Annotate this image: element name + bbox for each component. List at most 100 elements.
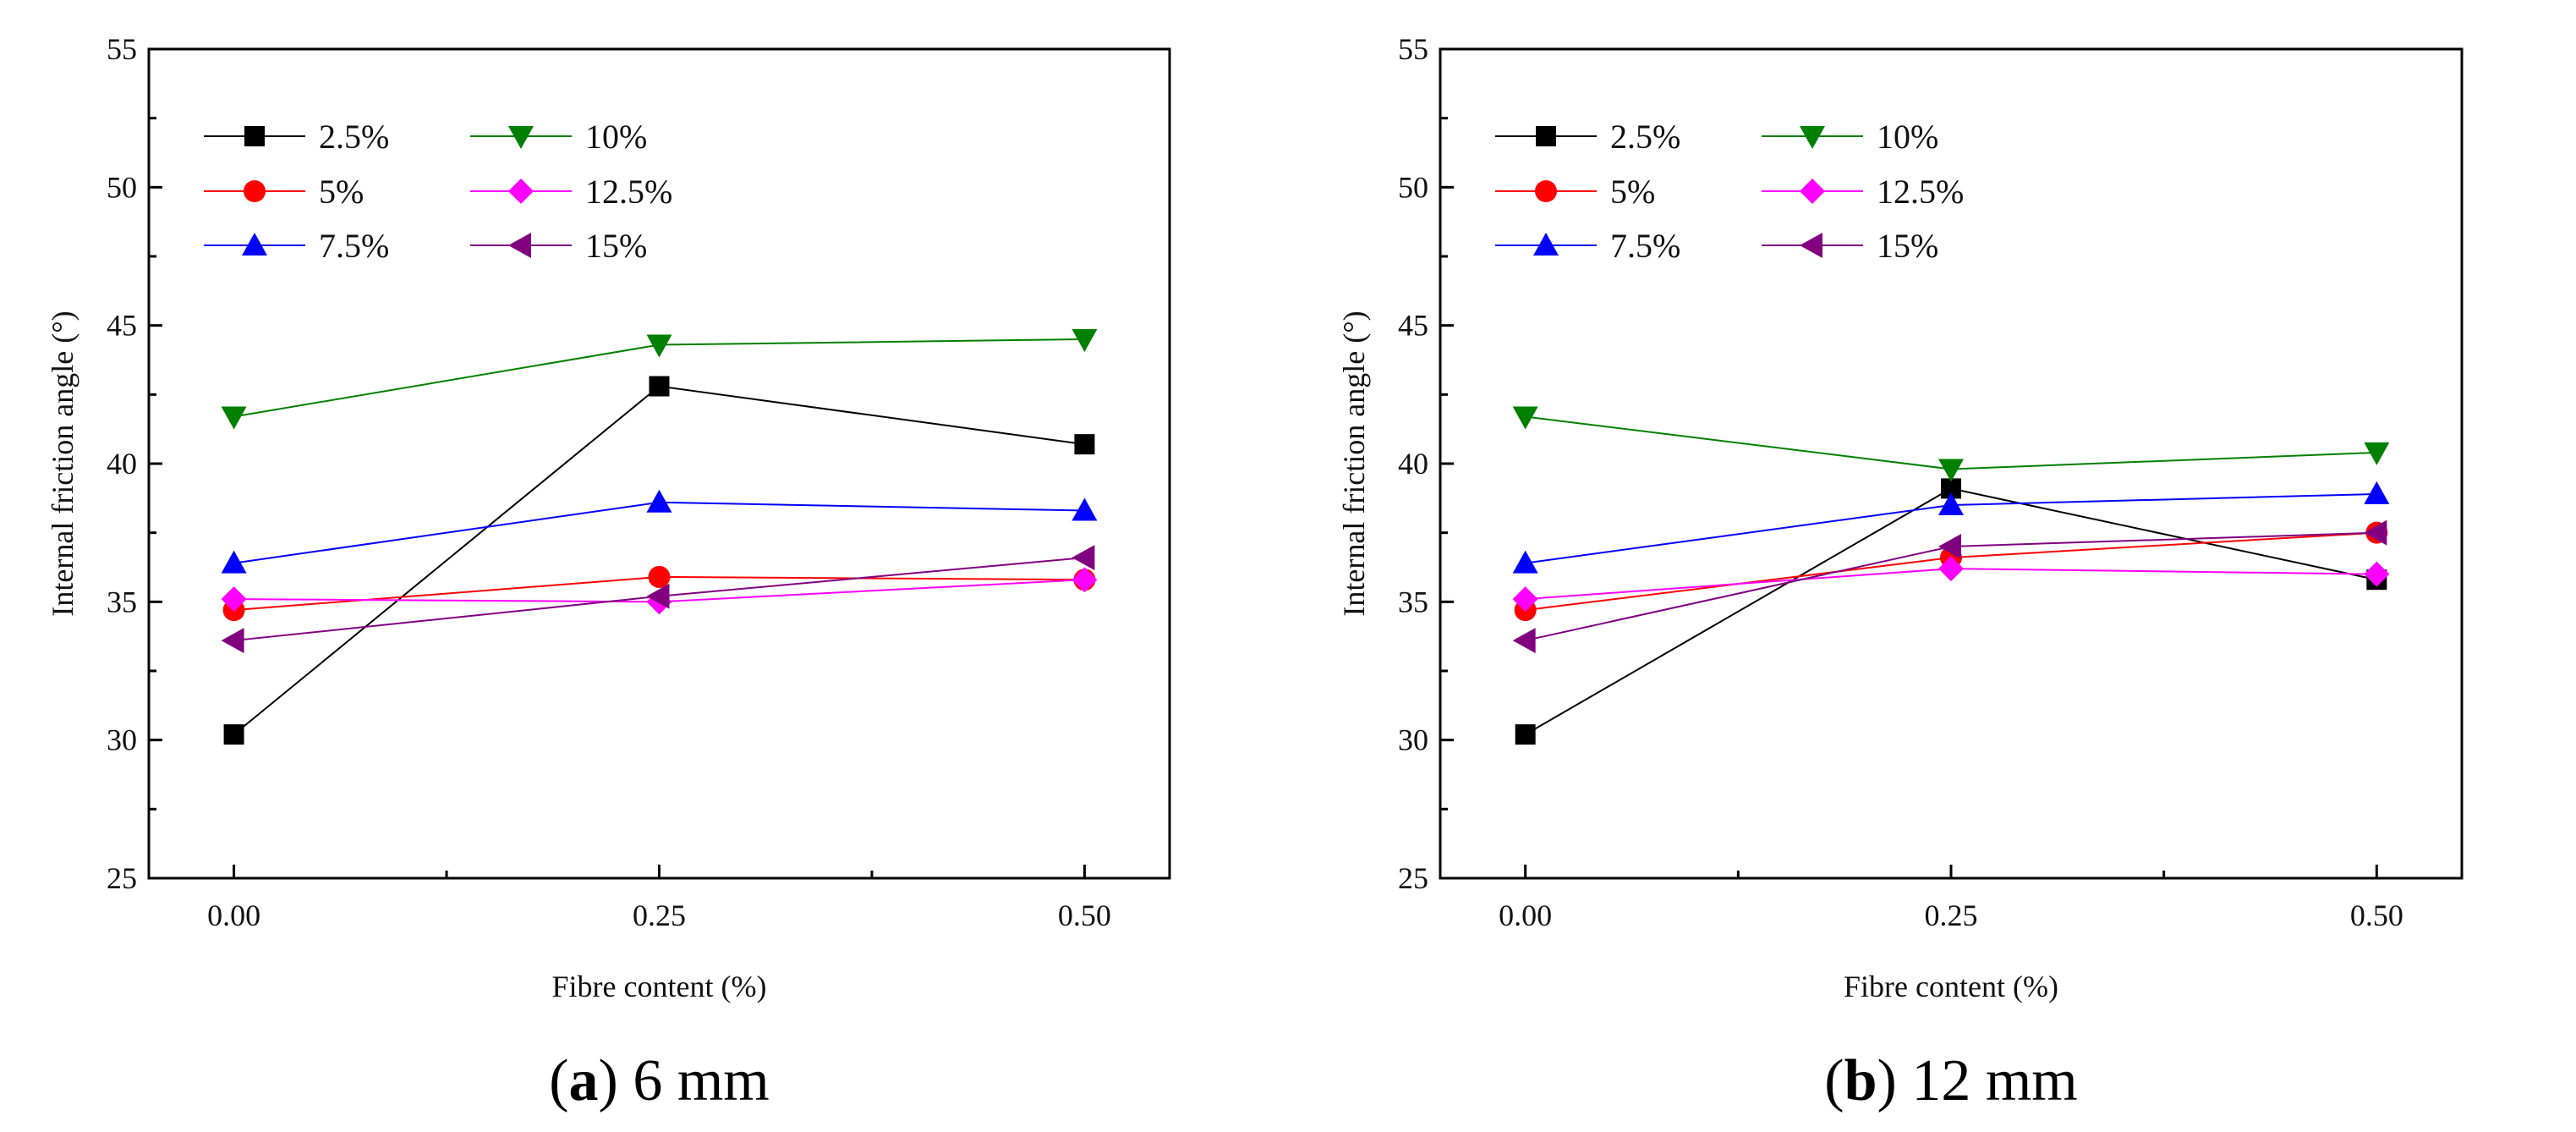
y-axis-title: Internal friction angle (°): [1337, 310, 1371, 616]
y-tick-label: 45: [1398, 309, 1428, 343]
data-point: [646, 583, 670, 609]
legend-label: 7.5%: [1610, 227, 1680, 265]
caption-letter: b: [1844, 1048, 1877, 1113]
data-point: [1512, 586, 1538, 613]
legend-label: 7.5%: [319, 227, 389, 265]
legend-item: 12.5%: [1762, 173, 1964, 211]
data-point: [1515, 724, 1536, 745]
x-axis-title: Fibre content (%): [1844, 970, 2058, 1003]
y-tick-label: 30: [107, 723, 137, 757]
data-point: [1512, 406, 1538, 430]
x-tick-label: 0.00: [1499, 898, 1552, 932]
legend-item: 10%: [1762, 118, 1938, 156]
x-axis-title: Fibre content (%): [552, 970, 767, 1003]
legend-item: 2.5%: [204, 118, 389, 156]
chart-b: 25 30 35 40 45 50 55 0.00 0.25 0.50 Fibre content …: [1337, 32, 2464, 1113]
chart-panel-a: 25 30 35 40 45 50 55 0.00 0.25 0.50 Fibre content …: [46, 32, 1171, 1113]
series-5: [221, 545, 1095, 654]
legend-label: 12.5%: [585, 173, 672, 211]
caption: (a) 6 mm: [549, 1048, 770, 1113]
y-tick-label: 55: [1398, 32, 1428, 66]
data-point: [648, 565, 671, 588]
data-point: [649, 376, 670, 397]
data-point: [1072, 567, 1098, 593]
y-tick-label: 40: [107, 447, 137, 481]
data-point: [2364, 519, 2387, 546]
legend-item: 5%: [1495, 173, 1655, 211]
data-point: [221, 550, 247, 574]
legend-item: 7.5%: [204, 227, 389, 265]
data-point: [221, 406, 247, 430]
x-tick-label: 0.50: [1058, 898, 1111, 932]
legend-marker: [1535, 180, 1557, 202]
data-point: [2364, 561, 2390, 587]
legend-label: 5%: [319, 173, 364, 211]
y-tick-label: 50: [107, 170, 137, 204]
data-point: [1938, 492, 1964, 515]
legend-label: 12.5%: [1877, 173, 1964, 211]
data-point: [1072, 329, 1098, 352]
data-point: [1072, 545, 1095, 571]
y-tick-label: 45: [107, 309, 137, 343]
y-tick-label: 55: [107, 32, 137, 66]
series-0: [1515, 478, 2387, 745]
series-0: [223, 376, 1095, 745]
legend-item: 15%: [470, 227, 647, 265]
caption-paren-open: (: [549, 1048, 568, 1113]
data-point: [1938, 556, 1964, 582]
data-point: [1074, 434, 1095, 455]
legend-label: 2.5%: [319, 118, 389, 156]
data-point: [1938, 534, 1961, 559]
x-tick-label: 0.50: [2350, 898, 2403, 932]
legend-item: 2.5%: [1495, 118, 1680, 156]
series-3: [1512, 406, 2390, 482]
caption-text: 6 mm: [633, 1048, 769, 1113]
data-point: [1072, 497, 1098, 521]
legend-label: 10%: [1877, 118, 1938, 156]
series-line: [233, 385, 1085, 735]
series-3: [221, 329, 1098, 430]
legend-marker: [1536, 126, 1556, 146]
caption-text: 12 mm: [1911, 1048, 2077, 1113]
x-tick-label: 0.25: [633, 898, 686, 932]
legend-item: 12.5%: [470, 173, 672, 211]
legend-label: 2.5%: [1610, 118, 1680, 156]
x-tick-label: 0.00: [207, 898, 260, 932]
legend-label: 15%: [1877, 227, 1938, 265]
caption: (b) 12 mm: [1824, 1048, 2077, 1113]
legend-marker: [508, 179, 534, 204]
legend-marker: [242, 233, 267, 256]
legend-item: 10%: [470, 118, 647, 156]
legend-marker: [244, 126, 265, 146]
legend-marker: [1800, 179, 1825, 204]
series-4: [1512, 556, 2390, 613]
legend-item: 7.5%: [1495, 227, 1680, 265]
legend-item: 15%: [1762, 227, 1938, 265]
y-tick-label: 25: [1398, 861, 1428, 895]
caption-letter: a: [569, 1048, 599, 1113]
legend-marker: [508, 233, 531, 258]
legend-marker: [1533, 233, 1559, 256]
legend-item: 5%: [204, 173, 364, 211]
data-point: [646, 489, 672, 513]
series-2: [221, 489, 1098, 574]
caption-paren-close: ): [599, 1048, 633, 1113]
caption-paren-open: (: [1824, 1048, 1844, 1113]
series-5: [1512, 519, 2387, 654]
legend-marker: [244, 180, 266, 202]
data-point: [221, 586, 247, 613]
y-axis-title: Internal friction angle (°): [46, 310, 79, 616]
data-point: [223, 724, 244, 745]
data-point: [1512, 628, 1536, 654]
chart-panel-b: 25 30 35 40 45 50 55 0.00 0.25 0.50 Fibre content …: [1288, 0, 2576, 1132]
data-point: [1512, 550, 1538, 574]
legend-label: 5%: [1610, 173, 1655, 211]
data-point: [646, 334, 672, 358]
legend-label: 15%: [585, 227, 647, 265]
legend-marker: [508, 126, 534, 149]
data-point: [2364, 442, 2390, 465]
legend-marker: [1800, 126, 1825, 149]
y-tick-label: 35: [107, 585, 137, 618]
data-point: [1938, 459, 1964, 482]
legend: 2.5% 5% 7.5% 10% 12.5% 15%: [1495, 118, 1964, 265]
